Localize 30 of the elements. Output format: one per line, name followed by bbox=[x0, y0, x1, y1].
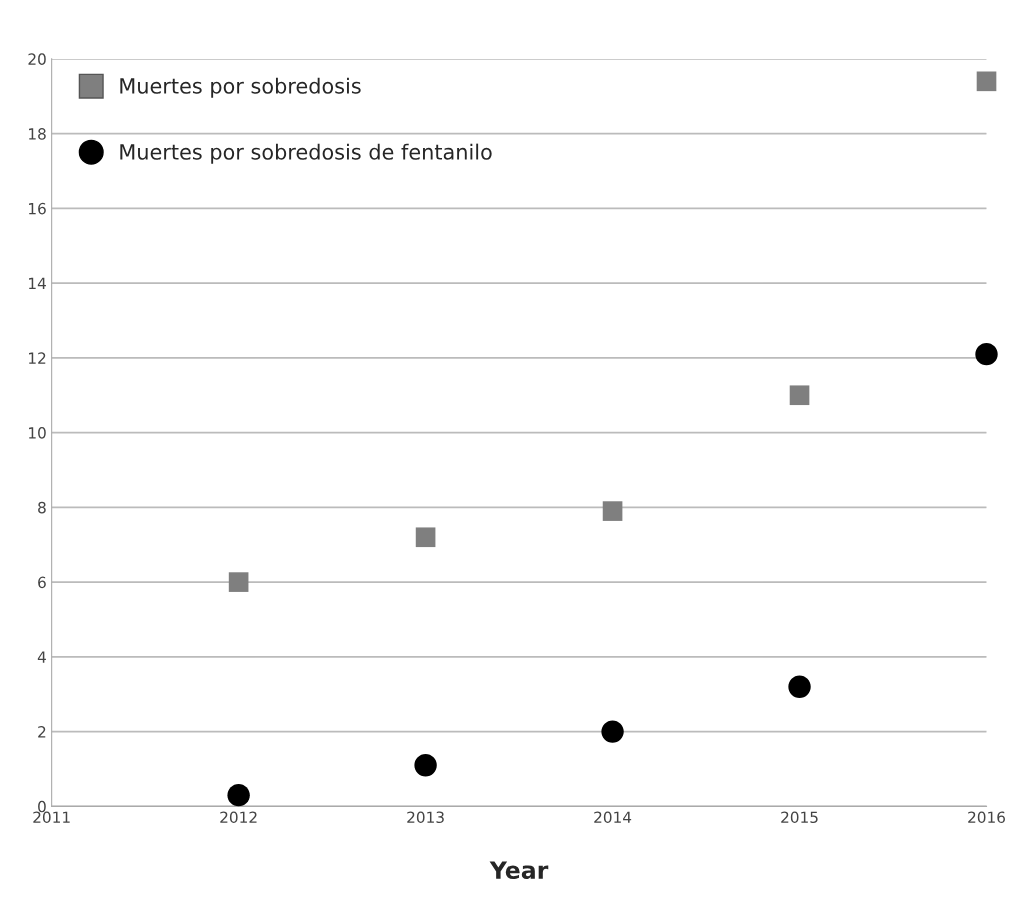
x-tick-label: 2015 bbox=[781, 811, 818, 824]
y-tick-label: 8 bbox=[38, 501, 46, 514]
y-tick-label: 2 bbox=[38, 726, 46, 738]
point bbox=[227, 783, 250, 807]
legend-label: Muertes por sobredosis bbox=[120, 77, 361, 98]
point bbox=[788, 675, 811, 698]
point bbox=[976, 71, 997, 92]
y-tick-label: 14 bbox=[29, 277, 46, 289]
point bbox=[601, 720, 624, 743]
x-tick-label: 2011 bbox=[33, 811, 70, 824]
point bbox=[414, 754, 437, 777]
x-tick-label: 2013 bbox=[407, 811, 444, 824]
y-tick-label: 18 bbox=[29, 128, 46, 140]
x-tick-label: 2016 bbox=[968, 811, 1005, 824]
y-tick-label: 0 bbox=[38, 800, 46, 813]
y-tick-label: 20 bbox=[28, 53, 46, 65]
point bbox=[415, 527, 436, 548]
x-tick-label: 2012 bbox=[220, 811, 257, 824]
x-tick-label: 2014 bbox=[594, 811, 632, 824]
x-axis-title: Year bbox=[489, 861, 549, 879]
y-tick-label: 16 bbox=[29, 202, 46, 215]
y-tick-label: 4 bbox=[37, 651, 46, 663]
y-tick-label: 6 bbox=[38, 576, 46, 589]
legend-label: Muertes por sobredosis de fentanilo bbox=[120, 143, 492, 164]
point bbox=[602, 501, 623, 521]
point bbox=[975, 342, 998, 366]
point bbox=[228, 572, 249, 592]
y-tick-label: 12 bbox=[29, 352, 46, 364]
point bbox=[789, 385, 810, 406]
y-tick-label: 10 bbox=[29, 427, 46, 439]
